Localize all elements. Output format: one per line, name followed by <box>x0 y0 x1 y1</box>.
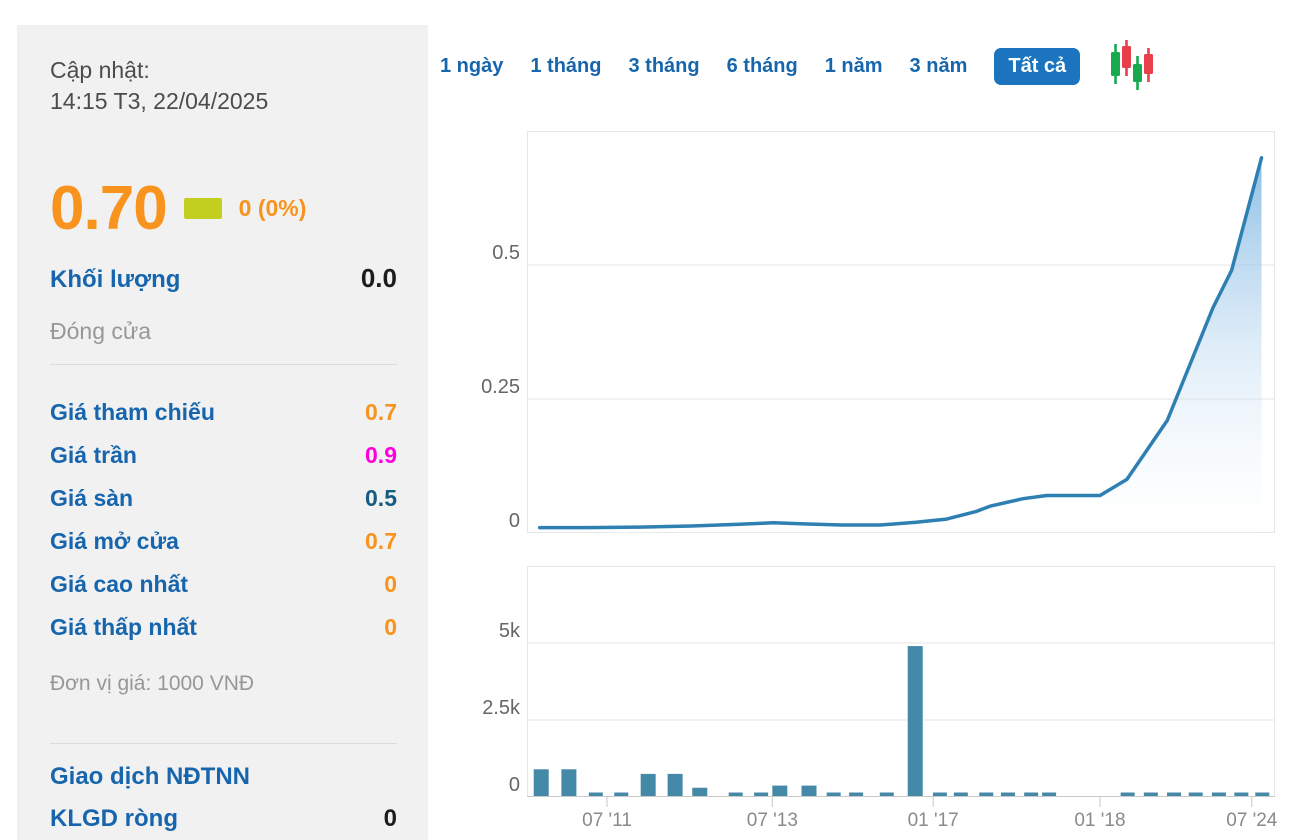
price-y-tick-label: 0.5 <box>492 242 520 264</box>
row-value: 0.7 <box>365 528 397 554</box>
update-time: 14:15 T3, 22/04/2025 <box>50 88 269 114</box>
x-axis-tick-label: 01 '17 <box>907 810 959 831</box>
row-lowest-price: Giá thấp nhất 0 <box>50 606 397 649</box>
row-value: 0.5 <box>365 485 397 511</box>
volume-value: 0.0 <box>360 263 397 293</box>
volume-row: Khối lượng 0.0 <box>50 263 397 294</box>
stock-info-panel: Cập nhật: 14:15 T3, 22/04/2025 0.70 0 (0… <box>17 25 428 840</box>
price-detail-rows: Giá tham chiếu 0.7 Giá trần 0.9 Giá sàn … <box>50 391 397 649</box>
price-y-tick-label: 0 <box>508 510 520 532</box>
tab-tat-ca[interactable]: Tất cả <box>994 47 1081 85</box>
close-state-label: Đóng cửa <box>50 318 152 344</box>
current-price-row: 0.70 0 (0%) <box>50 173 397 244</box>
volume-y-tick-label: 0 <box>508 774 520 796</box>
row-label: Giá sàn <box>50 485 134 511</box>
row-label: Giá thấp nhất <box>50 614 197 640</box>
net-klgd-label: KLGD ròng <box>50 805 178 832</box>
update-label: Cập nhật: <box>50 57 150 83</box>
row-value: 0.7 <box>365 399 397 425</box>
tab-1-thang[interactable]: 1 tháng <box>530 54 602 77</box>
row-reference-price: Giá tham chiếu 0.7 <box>50 391 397 434</box>
tab-1-nam[interactable]: 1 năm <box>824 54 883 77</box>
x-axis-tick-label: 07 '13 <box>746 810 798 831</box>
row-highest-price: Giá cao nhất 0 <box>50 563 397 606</box>
row-value: 0.9 <box>365 442 397 468</box>
divider <box>50 364 397 365</box>
volume-y-tick-label: 2.5k <box>482 697 520 719</box>
x-axis-tick-label: 07 '24 <box>1226 810 1278 831</box>
row-value: 0 <box>384 571 397 597</box>
tab-3-nam[interactable]: 3 năm <box>909 54 968 77</box>
row-open-price: Giá mở cửa 0.7 <box>50 520 397 563</box>
row-label: Giá cao nhất <box>50 571 189 597</box>
tab-1-ngay[interactable]: 1 ngày <box>440 54 504 77</box>
x-axis-tick-label: 01 '18 <box>1074 810 1126 831</box>
x-axis-tick-label: 07 '11 <box>582 810 632 831</box>
tab-6-thang[interactable]: 6 tháng <box>726 54 798 77</box>
net-klgd-value: 0 <box>383 805 397 832</box>
price-change-value: 0 (0%) <box>238 195 307 221</box>
row-label: Giá tham chiếu <box>50 399 215 425</box>
volume-bar-chart[interactable] <box>527 566 1275 807</box>
price-area-chart[interactable] <box>527 131 1275 534</box>
row-label: Giá mở cửa <box>50 528 179 554</box>
row-floor-price: Giá sàn 0.5 <box>50 477 397 520</box>
row-value: 0 <box>384 614 397 640</box>
range-tabs: 1 ngày 1 tháng 3 tháng 6 tháng 1 năm 3 n… <box>440 38 1155 94</box>
price-change-marker-icon <box>183 198 222 219</box>
tab-3-thang[interactable]: 3 tháng <box>628 54 700 77</box>
row-ceiling-price: Giá trần 0.9 <box>50 434 397 477</box>
current-price: 0.70 <box>50 174 168 243</box>
divider <box>50 743 397 744</box>
price-unit-note: Đơn vị giá: 1000 VNĐ <box>50 672 255 695</box>
price-y-tick-label: 0.25 <box>481 376 520 398</box>
foreign-trade-header: Giao dịch NĐTNN <box>50 763 251 790</box>
candlestick-chart-icon[interactable] <box>1109 38 1155 94</box>
update-time-block: Cập nhật: 14:15 T3, 22/04/2025 <box>50 55 397 117</box>
row-label: Giá trần <box>50 442 137 468</box>
volume-label: Khối lượng <box>50 266 181 293</box>
net-traded-volume-row: KLGD ròng 0 <box>50 805 397 833</box>
volume-y-tick-label: 5k <box>498 620 520 642</box>
